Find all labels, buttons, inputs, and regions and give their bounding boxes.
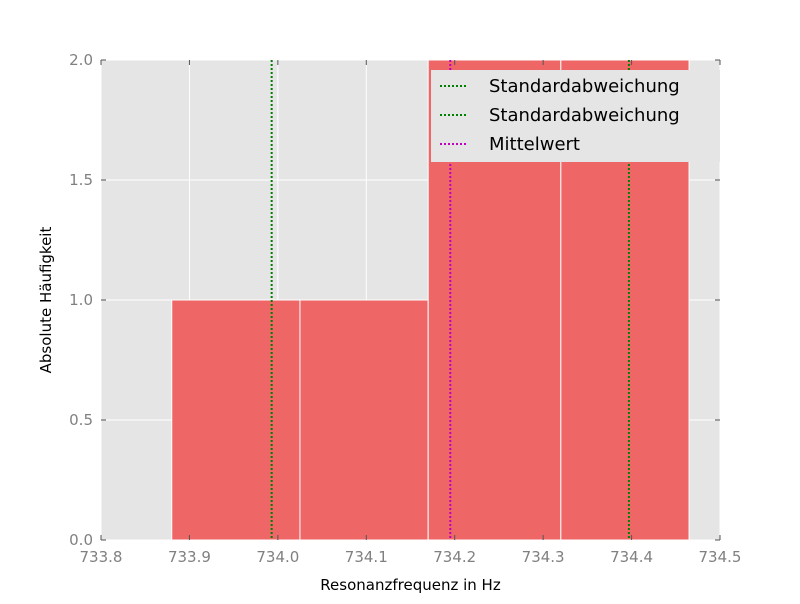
y-tick-label: 0.5	[69, 411, 93, 429]
y-tick-label: 1.0	[69, 291, 93, 309]
x-tick-label: 734.4	[610, 548, 653, 566]
y-tick-label: 2.0	[69, 51, 93, 69]
legend-label: Standardabweichung	[489, 105, 680, 126]
x-tick-label: 733.8	[80, 548, 123, 566]
x-tick-label: 734.2	[433, 548, 476, 566]
histogram-bar	[171, 299, 301, 541]
x-tick-label: 734.1	[345, 548, 388, 566]
x-axis-label: Resonanzfrequenz in Hz	[320, 576, 501, 594]
x-tick-label: 734.0	[256, 548, 299, 566]
axis-ticks: 733.8 733.9 734.0 734.1 734.2 734.3 734.4 734.5…	[69, 51, 741, 566]
histogram-bar	[299, 299, 429, 541]
y-tick-label: 1.5	[69, 171, 93, 189]
legend: Standardabweichung Standardabweichung Mitt…	[431, 70, 720, 162]
x-tick-label: 734.5	[699, 548, 742, 566]
y-axis-label: Absolute Häufigkeit	[37, 227, 55, 374]
legend-label: Mittelwert	[489, 134, 580, 155]
x-tick-label: 733.9	[168, 548, 211, 566]
x-tick-label: 734.3	[522, 548, 565, 566]
legend-box	[431, 70, 720, 162]
legend-label: Standardabweichung	[489, 76, 680, 97]
y-tick-label: 0.0	[69, 531, 93, 549]
